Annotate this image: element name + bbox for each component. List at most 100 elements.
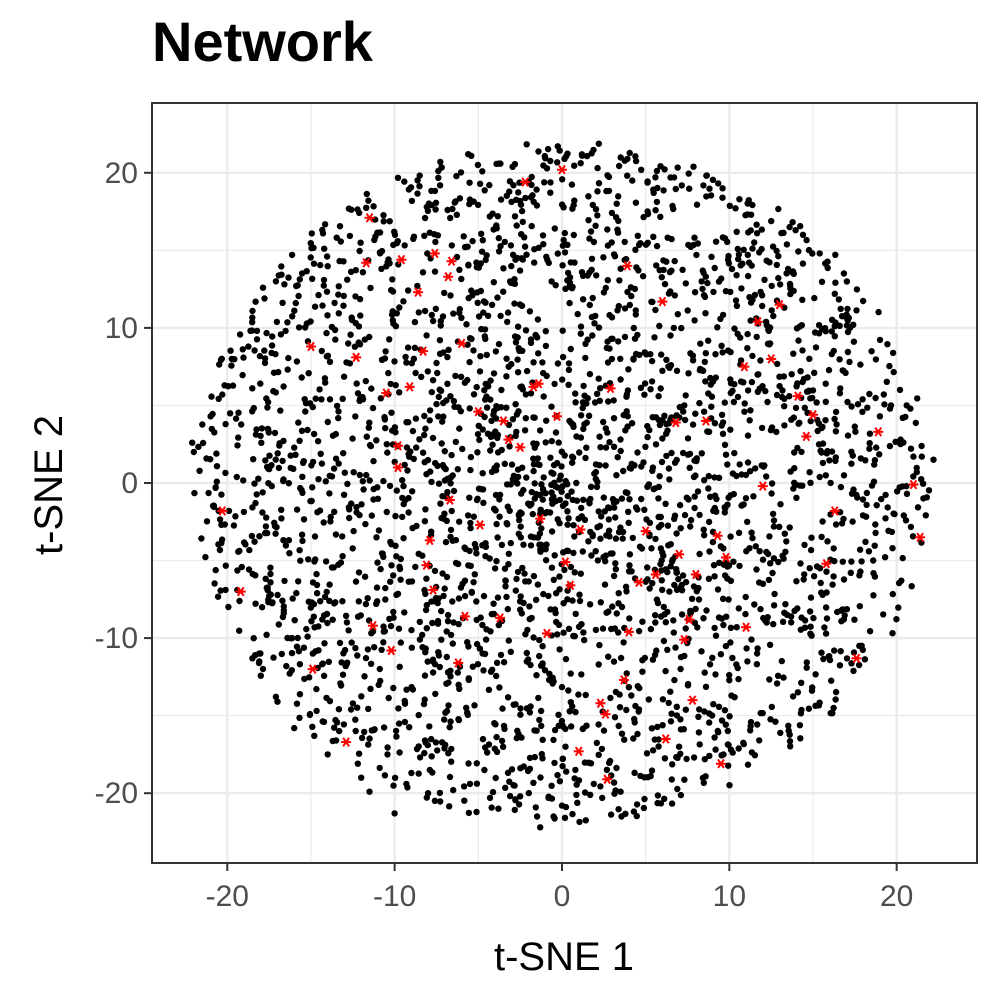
data-point [503, 404, 510, 411]
data-point [850, 338, 858, 345]
data-point [570, 522, 577, 529]
data-point [578, 504, 585, 512]
data-point [625, 684, 633, 691]
data-point [628, 692, 635, 699]
x-tick-label: 20 [880, 880, 913, 913]
data-point [573, 497, 581, 504]
data-point [667, 174, 674, 181]
data-point [432, 238, 439, 246]
data-point [756, 249, 763, 256]
data-point [709, 538, 717, 546]
data-point [447, 533, 454, 540]
data-point [532, 331, 539, 339]
data-point [401, 242, 408, 249]
data-point [384, 449, 391, 456]
data-point [382, 596, 389, 603]
data-point [799, 347, 806, 354]
data-point [612, 214, 620, 221]
data-point [390, 572, 397, 579]
data-point [543, 541, 550, 548]
data-point [624, 155, 631, 163]
data-point [469, 292, 476, 299]
data-point [657, 800, 665, 807]
data-point [292, 299, 299, 307]
data-point [551, 552, 558, 559]
data-point [375, 527, 383, 534]
data-point [408, 578, 416, 585]
data-point [435, 649, 442, 656]
data-point [191, 489, 198, 497]
data-point [236, 331, 244, 338]
data-point [727, 639, 734, 646]
data-point [416, 754, 424, 761]
data-point [444, 206, 451, 214]
data-point [619, 535, 626, 542]
data-point [706, 752, 713, 760]
data-point [301, 675, 308, 683]
data-point [366, 419, 373, 426]
data-point [535, 694, 542, 702]
data-point [318, 396, 325, 403]
data-point [507, 648, 514, 655]
data-point [587, 760, 595, 767]
data-point [818, 278, 826, 285]
data-point [711, 624, 718, 632]
data-point [548, 564, 556, 571]
data-point [448, 451, 455, 459]
data-point [712, 238, 720, 245]
data-point [565, 360, 573, 367]
data-point [367, 660, 375, 667]
data-point [358, 774, 365, 781]
data-point [331, 299, 338, 307]
data-point [732, 205, 739, 212]
data-point [631, 769, 638, 776]
highlight-point [915, 532, 926, 543]
data-point [872, 356, 880, 363]
data-point [298, 270, 306, 277]
data-point [424, 658, 431, 665]
data-point [664, 608, 671, 616]
data-point [617, 447, 624, 455]
data-point [818, 649, 825, 656]
data-point [452, 438, 459, 446]
data-point [556, 646, 563, 653]
data-point [910, 473, 917, 480]
data-point [485, 383, 492, 390]
data-point [518, 734, 525, 741]
data-point [678, 611, 686, 618]
data-point [479, 237, 486, 244]
highlight-point [364, 212, 375, 223]
data-point [838, 520, 846, 527]
data-point [544, 145, 552, 153]
data-point [571, 533, 578, 540]
data-point [822, 380, 829, 387]
data-point [438, 607, 445, 615]
data-point [594, 478, 601, 486]
data-point [473, 808, 480, 816]
data-point [537, 541, 545, 548]
data-point [437, 158, 444, 166]
data-point [677, 665, 684, 673]
data-point [367, 685, 374, 692]
data-point [530, 634, 537, 641]
data-point [748, 529, 755, 536]
data-point [344, 276, 351, 283]
data-point [391, 358, 398, 365]
data-point [888, 528, 896, 536]
data-point [561, 814, 569, 821]
data-point [433, 359, 440, 367]
data-point [731, 325, 738, 332]
data-point [296, 691, 304, 698]
data-point [470, 391, 478, 398]
data-point [278, 263, 285, 270]
data-point [284, 366, 291, 373]
highlight-point [618, 675, 629, 685]
data-point [840, 472, 848, 479]
data-point [509, 476, 516, 483]
data-point [550, 576, 557, 583]
data-point [548, 782, 555, 789]
data-point [774, 360, 781, 368]
data-point [586, 370, 594, 378]
data-point [272, 530, 279, 537]
data-point [796, 419, 803, 426]
